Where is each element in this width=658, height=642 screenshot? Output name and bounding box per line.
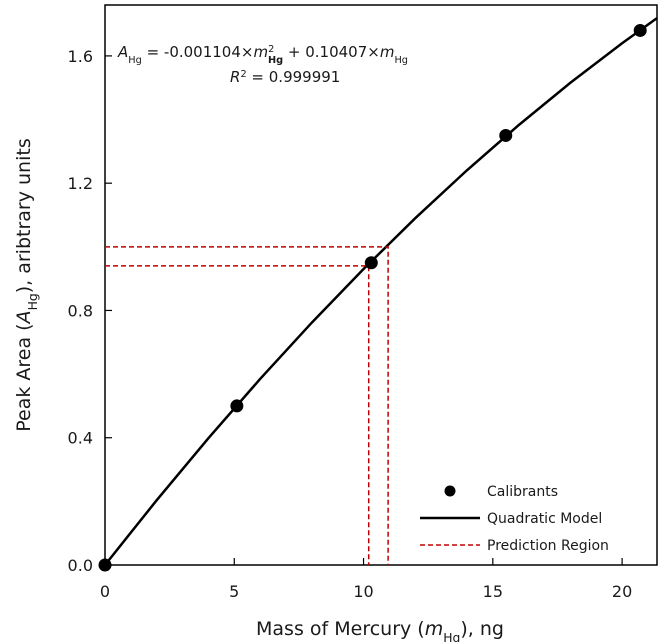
rich-text: R2 = 0.999991 [230, 68, 340, 86]
y-tick-label: 0.8 [68, 301, 93, 320]
text-part: m [253, 43, 268, 61]
rich-text: Mass of Mercury (mHg), ng [256, 618, 504, 642]
text-part: Hg [443, 631, 460, 642]
text-part: ), aribtrary units [13, 138, 35, 293]
rich-text: Peak Area (AHg), aribtrary units [13, 138, 40, 431]
y-tick-label: 1.2 [68, 174, 93, 193]
text-part: ), ng [460, 618, 504, 640]
x-tick-label: 5 [229, 582, 239, 601]
text-part: R [230, 68, 240, 86]
text-part: m [380, 43, 395, 61]
legend-label: Quadratic Model [487, 511, 602, 527]
calibrant-point [499, 128, 513, 142]
text-part: A [117, 43, 128, 61]
text-part: Hg [268, 55, 283, 66]
calibrant-point [633, 23, 647, 37]
model-line [104, 17, 658, 566]
text-part: = 0.999991 [247, 68, 341, 86]
text-part: 2 [240, 69, 246, 80]
text-part: Hg [394, 55, 408, 66]
plot-frame [104, 4, 658, 566]
legend-label: Prediction Region [487, 538, 609, 554]
calibrant-point [230, 399, 244, 413]
x-tick-label: 20 [612, 582, 632, 601]
text-part: A [13, 310, 35, 325]
legend-label: Calibrants [487, 484, 558, 500]
text-part: 2 [268, 44, 274, 55]
y-tick-label: 1.6 [68, 47, 93, 66]
text-part: Mass of Mercury ( [256, 618, 425, 640]
rich-text: AHg = -0.001104×m2 Hg + 0.10407×mHg [117, 43, 408, 66]
text-part: Hg [26, 293, 40, 310]
prediction-region [105, 246, 389, 565]
y-tick-label: 0.4 [68, 429, 93, 448]
text-part: Peak Area ( [13, 323, 35, 431]
text-part: = -0.001104× [142, 43, 254, 61]
calibrant-point [364, 256, 378, 270]
legend-marker [444, 485, 456, 497]
y-tick-label: 0.0 [68, 556, 93, 575]
text-part: Hg [128, 55, 142, 66]
x-tick-label: 10 [353, 582, 373, 601]
calibrant-point [98, 558, 112, 572]
text-part: m [425, 618, 444, 640]
text-part: + 0.10407× [283, 43, 380, 61]
x-tick-label: 15 [483, 582, 503, 601]
x-tick-label: 0 [100, 582, 110, 601]
